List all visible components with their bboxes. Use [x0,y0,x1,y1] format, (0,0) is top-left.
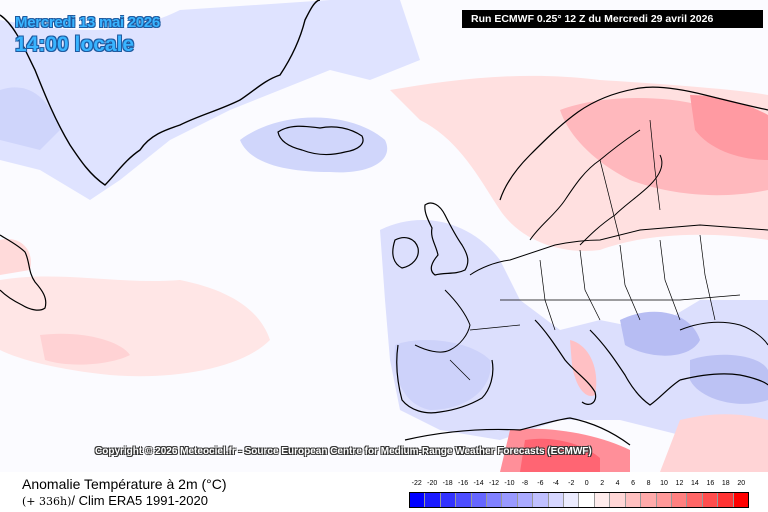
legend-swatch [625,493,642,507]
chart-subtitle: (+ 336h)/ Clim ERA5 1991-2020 [22,493,208,508]
legend-swatch [610,493,626,507]
legend-tick-label: -12 [488,480,500,487]
coastline-sweden [529,129,641,241]
legend-tick-label: -4 [552,480,559,487]
legend-swatch [671,493,688,507]
warm-zone-newfoundland [0,239,31,275]
legend-swatch [564,493,580,507]
legend-tick-label: -8 [521,480,529,487]
legend-tick-label: -2 [568,480,575,487]
legend-tick-label: -16 [458,480,469,487]
legend-swatch [487,493,503,507]
forecast-date: Mercredi 13 mai 2026 [15,14,160,31]
coastline-black-sea [679,321,768,346]
warm-zone-east-med [660,414,768,472]
legend-swatch [410,493,426,507]
legend-tick-label: 20 [737,480,746,487]
legend-tick-label: 4 [615,480,620,487]
legend-tick-label: 2 [600,480,605,487]
coastline-britain [424,202,469,276]
legend-swatch [517,493,534,507]
legend-tick-label: 14 [691,480,699,487]
run-info-box: Run ECMWF 0.25° 12 Z du Mercredi 29 avri… [462,10,763,28]
coastline-north-africa [404,417,631,446]
forecast-time: 14:00 locale [15,33,135,56]
legend-tick-label: -14 [473,480,484,487]
coastline-norway [499,86,768,201]
climatology-label: / Clim ERA5 1991-2020 [71,493,208,508]
legend-swatch [656,493,672,507]
legend-swatch [594,493,611,507]
coastline-balkans [589,329,681,406]
coastline-france [414,289,471,353]
cold-zone-iceland [240,117,388,173]
warm-zone-atlantic-core [40,333,130,365]
legend-swatch [456,493,472,507]
cold-zone-labrador [0,87,60,150]
color-legend: -22 -20 -18 -16 -14 -12 -10 -8 -6 -4 -2 0 2 4 6 8 10 12 14… [409,480,749,510]
legend-tick-label: 6 [631,480,636,487]
legend-tick-label: -18 [442,480,453,487]
copyright-text: Copyright © 2026 Meteociel.fr - Source E… [95,446,592,457]
cold-zone-turkey [690,354,768,404]
legend-swatches [409,492,749,508]
legend-swatch [687,493,703,507]
cold-zone-balkans [620,311,700,356]
legend-tick-labels: -22 -20 -18 -16 -14 -12 -10 -8 -6 -4 -2 0 2 4 6 8 10 12 14… [409,480,749,490]
legend-tick-label: -6 [537,480,544,487]
warm-zone-libya-core [520,438,600,472]
coastline-greenland [0,0,321,186]
legend-tick-label: 12 [675,480,684,487]
coastline-italy [534,319,597,405]
legend-tick-label: -10 [504,480,515,487]
coastline-turkey [679,373,768,386]
coastline-iberia [396,344,494,414]
legend-tick-label: 16 [706,480,715,487]
legend-swatch [718,493,734,507]
anomaly-map: Mercredi 13 mai 2026 14:00 locale Run EC… [0,0,768,472]
legend-swatch [533,493,549,507]
coastline-iceland [277,125,364,156]
legend-swatch [702,493,719,507]
legend-swatch [502,493,518,507]
map-canvas [0,0,768,472]
legend-swatch [733,493,748,507]
legend-tick-label: -20 [427,480,438,487]
forecast-step: (+ 336h) [22,495,72,508]
coastline-ireland [392,237,419,269]
country-borders [449,119,741,381]
footer: Anomalie Température à 2m (°C) (+ 336h)/… [0,472,768,512]
legend-tick-label: 10 [660,480,668,487]
legend-swatch [641,493,657,507]
legend-tick-label: 8 [646,480,651,487]
legend-swatch [440,493,457,507]
legend-tick-label: 0 [584,480,589,487]
coastline-baltic [579,154,663,246]
cold-zone-greenland [0,0,420,200]
chart-title: Anomalie Température à 2m (°C) [22,476,227,492]
legend-swatch [548,493,565,507]
legend-swatch [579,493,595,507]
legend-tick-label: 18 [721,480,730,487]
coastline-canada [0,234,47,311]
legend-tick-label: -22 [411,480,422,487]
legend-swatch [471,493,488,507]
legend-swatch [425,493,441,507]
cold-zone-spain [394,340,491,410]
coastline-europe [469,224,768,276]
warm-zone-russia [690,95,768,160]
warm-zone-italy [570,340,597,396]
